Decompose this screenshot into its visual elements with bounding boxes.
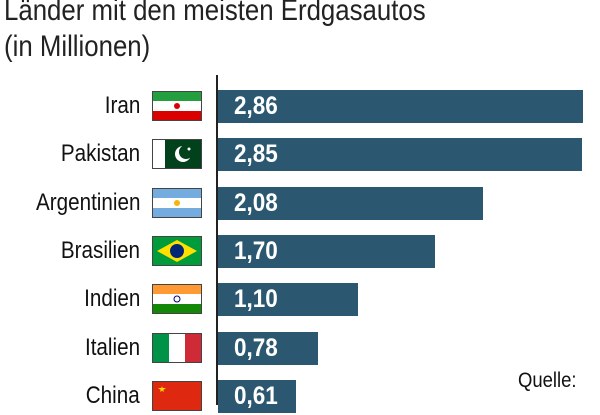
bar: 2,86 [218, 90, 583, 123]
category-label: Brasilien [60, 236, 140, 264]
flag-iran-icon [152, 91, 202, 121]
chart-subtitle: (in Millionen) [4, 30, 151, 63]
value-label: 2,86 [234, 92, 278, 120]
category-label: Italien [84, 333, 140, 361]
category-label: Indien [83, 285, 140, 313]
value-label: 2,85 [234, 140, 278, 169]
category-label: China [86, 381, 140, 409]
flag-china-icon [152, 380, 202, 411]
bar-row: Indien 1,10 [0, 283, 600, 317]
bar: 2,08 [218, 186, 484, 220]
bar: 1,70 [218, 234, 435, 268]
value-label: 1,10 [234, 285, 278, 314]
bar-row: Pakistan 2,85 [0, 138, 600, 172]
bar: 1,10 [218, 283, 359, 317]
bar-row: Italien 0,78 [0, 331, 600, 366]
source-label: Quelle: [518, 369, 577, 392]
bar-row: Iran 2,86 [0, 90, 600, 124]
bar-row: Argentinien 2,08 [0, 186, 600, 221]
value-label: 2,08 [234, 188, 278, 217]
category-label: Argentinien [35, 188, 140, 216]
flag-brazil-icon [152, 235, 202, 266]
value-label: 0,78 [234, 333, 278, 362]
flag-argentina-icon [152, 187, 202, 218]
category-label: Iran [104, 92, 140, 119]
chart-title: Länder mit den meisten Erdgasautos [4, 0, 426, 27]
flag-pakistan-icon [152, 139, 202, 170]
bar: 0,78 [218, 331, 318, 365]
value-label: 0,61 [234, 381, 278, 410]
bar-row: China 0,61 [0, 379, 600, 414]
axis-line [216, 75, 218, 405]
flag-italy-icon [152, 332, 202, 363]
bar-row: Brasilien 1,70 [0, 234, 600, 269]
value-label: 1,70 [234, 236, 278, 265]
bar: 2,85 [218, 138, 582, 172]
flag-india-icon [152, 284, 202, 315]
bar: 0,61 [218, 379, 296, 413]
category-label: Pakistan [60, 140, 140, 168]
